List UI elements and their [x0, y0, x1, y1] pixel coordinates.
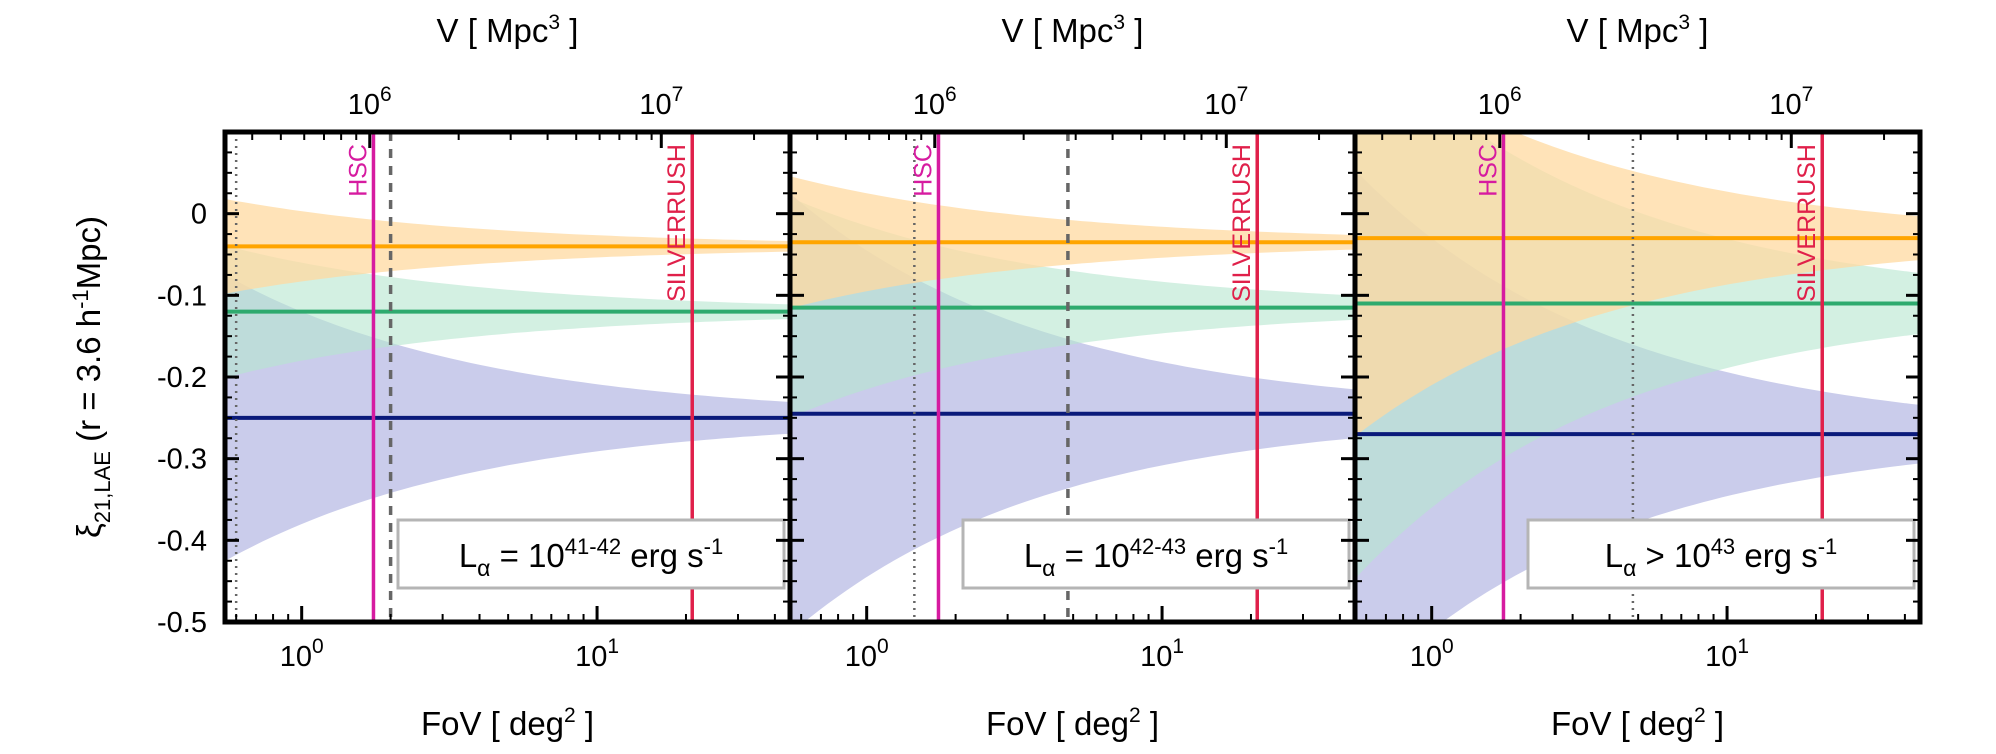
chart-panels: HSC SILVERRUSH Lα = 1041-42 erg s-1 0 -0.1 -0… — [157, 11, 1923, 742]
top-axis-title: V [ Mpc3 ] — [1002, 11, 1144, 49]
plot-area — [225, 132, 790, 622]
x-tick-label: 100 — [280, 635, 324, 673]
silverrush-label: SILVERRUSH — [1228, 144, 1256, 302]
x-tick-label: 101 — [1140, 635, 1184, 673]
silverrush-label: SILVERRUSH — [663, 144, 691, 302]
x-tick-label: 100 — [1410, 635, 1454, 673]
y-tick-label: -0.2 — [157, 362, 207, 394]
hsc-label: HSC — [909, 144, 937, 197]
top-x-tick-label: 107 — [639, 83, 683, 121]
x-tick-label: 101 — [575, 635, 619, 673]
hsc-label: HSC — [1474, 144, 1502, 197]
x-tick-label: 101 — [1705, 635, 1749, 673]
top-x-tick-label: 106 — [348, 83, 392, 121]
orange-uncertainty-band — [1355, 132, 1920, 437]
x-axis-title: FoV [ deg2 ] — [1551, 704, 1724, 742]
legend-text: Lα = 1042-43 erg s-1 — [1024, 534, 1288, 581]
y-tick-label: -0.1 — [157, 280, 207, 312]
legend-text: Lα = 1041-42 erg s-1 — [459, 534, 723, 581]
legend-box — [961, 518, 1351, 590]
y-tick-label: -0.5 — [157, 607, 207, 639]
panel-3: HSC SILVERRUSH Lα > 1043 erg s-1 100 101 FoV … — [1352, 11, 1923, 742]
y-tick-label: -0.4 — [157, 525, 207, 557]
panel-1: HSC SILVERRUSH Lα = 1041-42 erg s-1 0 -0.1 -0… — [157, 11, 793, 742]
legend-text: Lα > 1043 erg s-1 — [1605, 534, 1838, 581]
top-x-tick-label: 107 — [1769, 83, 1813, 121]
panel-2: HSC SILVERRUSH Lα = 1042-43 erg s-1 100 101 F… — [787, 11, 1358, 742]
x-axis-title: FoV [ deg2 ] — [986, 704, 1159, 742]
y-axis-title: ξ21,LAE (r = 3.6 h-1Mpc) — [68, 216, 115, 538]
y-tick-label: -0.3 — [157, 444, 207, 476]
x-tick-label: 100 — [845, 635, 889, 673]
top-x-tick-label: 106 — [913, 83, 957, 121]
x-axis-title: FoV [ deg2 ] — [421, 704, 594, 742]
plot-area — [1355, 132, 1920, 622]
top-x-tick-label: 107 — [1204, 83, 1248, 121]
legend-box — [396, 518, 786, 590]
hsc-label: HSC — [344, 144, 372, 197]
y-tick-label: 0 — [191, 199, 207, 231]
top-x-tick-label: 106 — [1478, 83, 1522, 121]
silverrush-label: SILVERRUSH — [1793, 144, 1821, 302]
top-axis-title: V [ Mpc3 ] — [1567, 11, 1709, 49]
top-axis-title: V [ Mpc3 ] — [437, 11, 579, 49]
legend-box — [1526, 518, 1916, 590]
